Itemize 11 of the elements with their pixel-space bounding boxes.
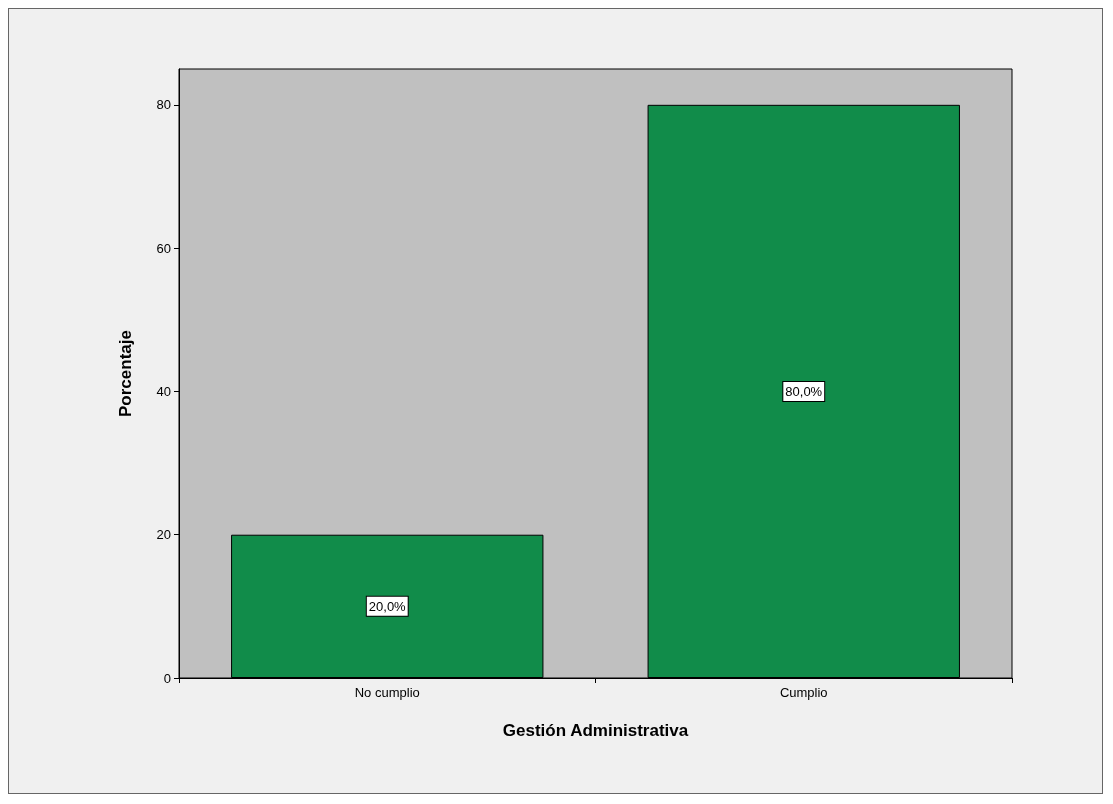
y-tick-label: 40	[156, 383, 171, 399]
x-tick-label: No cumplio	[354, 685, 420, 700]
x-axis-title: Gestión Administrativa	[502, 721, 689, 740]
y-axis-title: Porcentaje	[116, 330, 135, 417]
data-label: 20,0%	[368, 598, 407, 614]
y-tick-label: 0	[163, 670, 171, 686]
y-tick-label: 20	[156, 527, 171, 543]
data-label: 80,0%	[785, 383, 823, 399]
x-tick-label: Cumplio	[779, 685, 828, 700]
y-tick-label: 80	[156, 97, 171, 113]
y-tick-label: 60	[156, 240, 171, 256]
